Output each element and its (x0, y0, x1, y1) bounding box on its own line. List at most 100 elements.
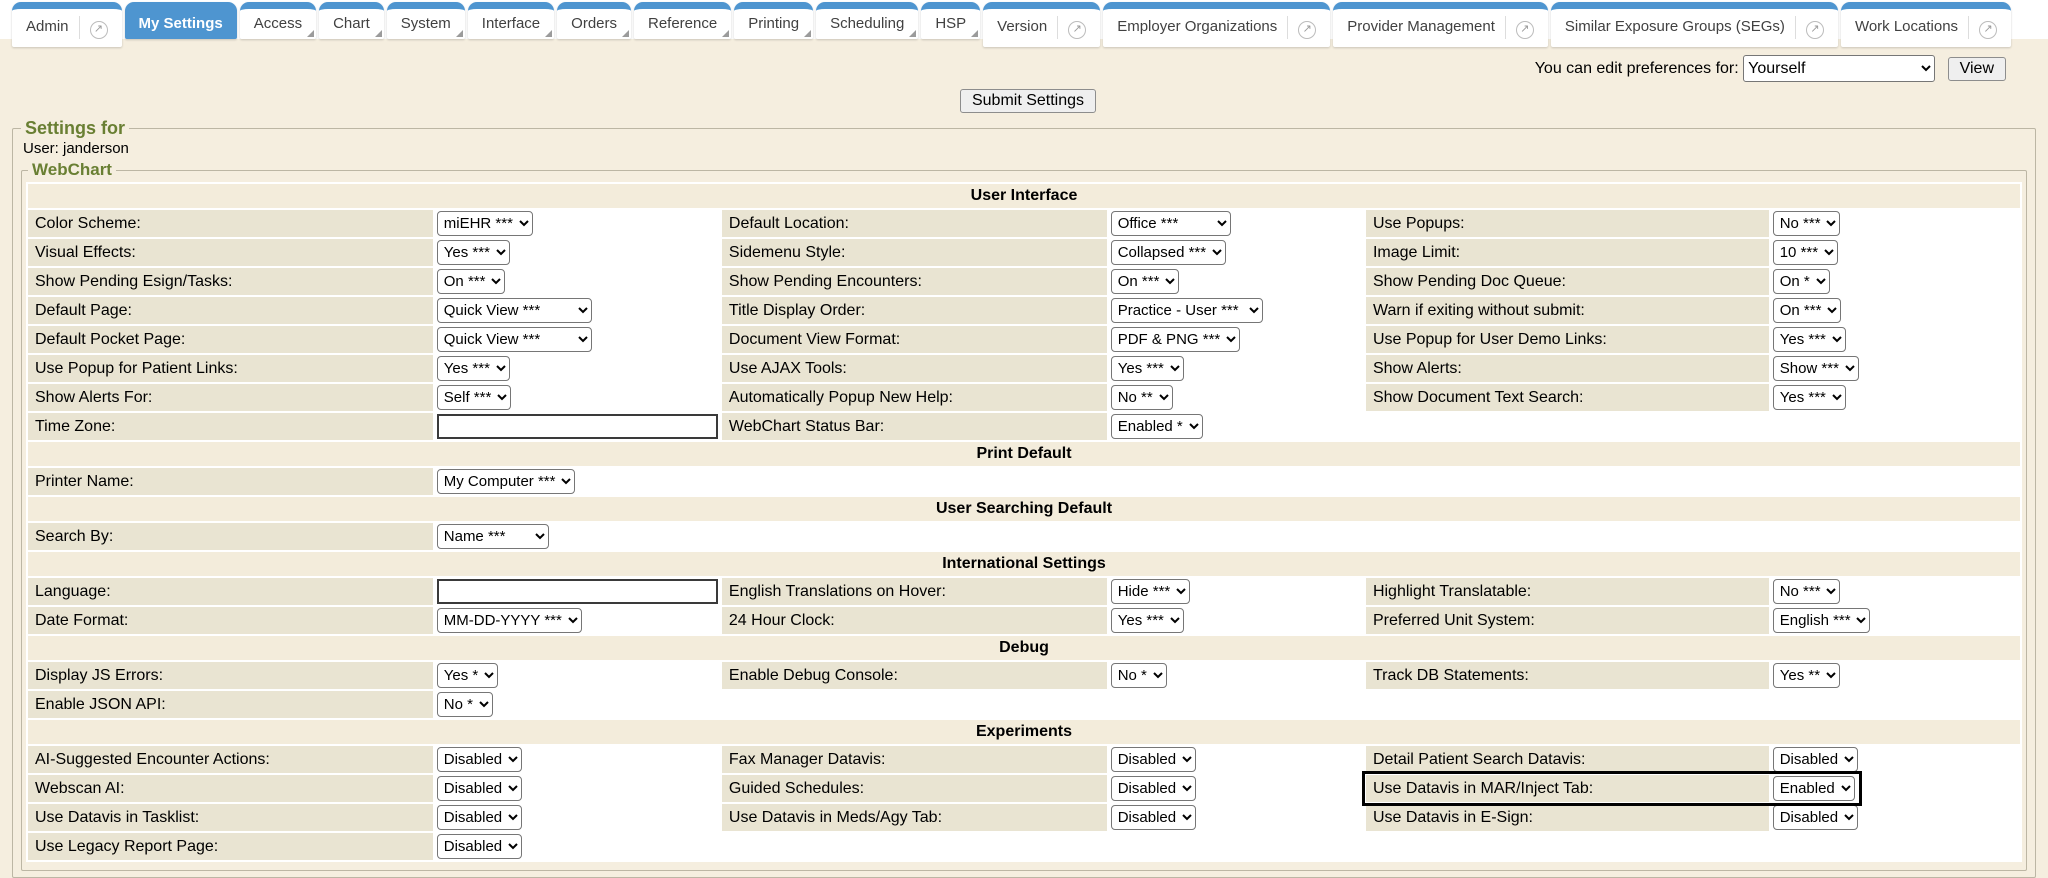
tab-orders[interactable]: Orders (557, 2, 631, 39)
setting-value-cell: miEHR *** (432, 208, 722, 239)
tab-label: Work Locations (1854, 18, 1959, 36)
external-link-icon[interactable]: ↗ (1968, 16, 1998, 39)
language-input[interactable] (436, 579, 718, 604)
external-link-icon[interactable]: ↗ (1287, 16, 1317, 39)
tab-label: System (400, 15, 451, 32)
setting-value-cell: 10 *** (1768, 237, 2023, 268)
tab-employer-organizations[interactable]: Employer Organizations ↗ (1103, 2, 1331, 47)
display-js-errors-select[interactable]: Yes * (436, 663, 498, 688)
tab-provider-management[interactable]: Provider Management ↗ (1333, 2, 1548, 47)
ai-suggested-encounter-actions-select[interactable]: Disabled (436, 747, 522, 772)
section-header-row: Experiments (26, 718, 2022, 746)
setting-label-track-db-statements: Track DB Statements: (1363, 660, 1771, 691)
settings-row: Language: English Translations on Hover: H… (26, 576, 2023, 607)
setting-value-cell: Practice - User *** (1106, 295, 1366, 326)
use-datavis-in-mar-inject-tab-select[interactable]: Enabled (1772, 776, 1855, 801)
tab-reference[interactable]: Reference (634, 2, 732, 39)
track-db-statements-select[interactable]: Yes ** (1772, 663, 1840, 688)
dropdown-fold-icon (909, 30, 917, 37)
time-zone-input[interactable] (436, 414, 718, 439)
use-ajax-tools-select[interactable]: Yes *** (1110, 356, 1184, 381)
tab-hsp[interactable]: HSP (921, 2, 981, 39)
tab-version[interactable]: Version ↗ (983, 2, 1101, 47)
image-limit-select[interactable]: 10 *** (1772, 240, 1838, 265)
setting-value-cell: Show *** (1768, 353, 2023, 384)
show-alerts-for-select[interactable]: Self *** (436, 385, 511, 410)
guided-schedules-select[interactable]: Disabled (1110, 776, 1196, 801)
external-link-icon[interactable]: ↗ (78, 16, 108, 39)
detail-patient-search-datavis-select[interactable]: Disabled (1772, 747, 1858, 772)
use-popup-for-user-demo-links-select[interactable]: Yes *** (1772, 327, 1846, 352)
setting-value-cell: Disabled (432, 773, 722, 804)
warn-if-exiting-without-submit-select[interactable]: On *** (1772, 298, 1841, 323)
dropdown-fold-icon (622, 30, 629, 37)
webchart-status-bar-select[interactable]: Enabled * (1110, 414, 1203, 439)
submit-settings-button[interactable]: Submit Settings (959, 89, 1097, 113)
setting-label-guided-schedules: Guided Schedules: (719, 773, 1109, 804)
section-title: Print Default (26, 440, 2022, 468)
settings-row: Printer Name: My Computer *** (26, 466, 2023, 497)
webscan-ai-select[interactable]: Disabled (436, 776, 522, 801)
show-pending-esign-tasks-select[interactable]: On *** (436, 269, 505, 294)
tab-label: Access (253, 15, 303, 32)
setting-label-default-page: Default Page: (26, 295, 435, 326)
document-view-format-select[interactable]: PDF & PNG *** (1110, 327, 1240, 352)
fax-manager-datavis-select[interactable]: Disabled (1110, 747, 1196, 772)
use-datavis-in-e-sign-select[interactable]: Disabled (1772, 805, 1858, 830)
external-link-icon[interactable]: ↗ (1794, 16, 1824, 39)
tab-admin[interactable]: Admin ↗ (12, 2, 122, 47)
setting-label-preferred-unit-system: Preferred Unit System: (1363, 605, 1771, 636)
settings-row: Color Scheme: miEHR *** Default Location: O… (26, 208, 2023, 239)
color-scheme-select[interactable]: miEHR *** (436, 211, 533, 236)
english-translations-on-hover-select[interactable]: Hide *** (1110, 579, 1190, 604)
default-page-select[interactable]: Quick View *** (436, 298, 592, 323)
date-format-select[interactable]: MM-DD-YYYY *** (436, 608, 582, 633)
external-link-icon[interactable]: ↗ (1057, 16, 1087, 39)
dropdown-fold-icon (455, 30, 463, 37)
section-header-row: Debug (26, 634, 2022, 662)
setting-value-cell: Yes *** (1768, 382, 2023, 413)
tab-printing[interactable]: Printing (734, 2, 814, 39)
settings-table: User Interface Color Scheme: miEHR *** Defa… (26, 182, 2023, 862)
use-datavis-in-tasklist-select[interactable]: Disabled (436, 805, 522, 830)
tab-interface[interactable]: Interface (467, 2, 555, 39)
highlight-translatable-select[interactable]: No *** (1772, 579, 1840, 604)
printer-name-select[interactable]: My Computer *** (436, 469, 575, 494)
show-document-text-search-select[interactable]: Yes *** (1772, 385, 1846, 410)
setting-label-show-pending-doc-queue: Show Pending Doc Queue: (1363, 266, 1771, 297)
tab-scheduling[interactable]: Scheduling (816, 2, 919, 39)
automatically-popup-new-help-select[interactable]: No ** (1110, 385, 1173, 410)
default-pocket-page-select[interactable]: Quick View *** (436, 327, 592, 352)
tab-label: Provider Management (1347, 18, 1495, 36)
title-display-order-select[interactable]: Practice - User *** (1110, 298, 1263, 323)
use-popups-select[interactable]: No *** (1772, 211, 1840, 236)
enable-debug-console-select[interactable]: No * (1110, 663, 1167, 688)
tab-access[interactable]: Access (239, 2, 317, 39)
use-legacy-report-page-select[interactable]: Disabled (436, 834, 522, 859)
show-pending-doc-queue-select[interactable]: On * (1772, 269, 1830, 294)
setting-value-cell: No ** (1106, 382, 1366, 413)
enable-json-api-select[interactable]: No * (436, 692, 493, 717)
setting-label-24-hour-clock: 24 Hour Clock: (719, 605, 1109, 636)
default-location-select[interactable]: Office *** (1110, 211, 1231, 236)
section-header-row: Print Default (26, 440, 2022, 468)
preferences-user-select[interactable]: Yourself (1743, 55, 1936, 82)
tab-system[interactable]: System (386, 2, 465, 39)
tab-work-locations[interactable]: Work Locations ↗ (1840, 2, 2012, 47)
use-popup-for-patient-links-select[interactable]: Yes *** (436, 356, 510, 381)
show-pending-encounters-select[interactable]: On *** (1110, 269, 1179, 294)
24-hour-clock-select[interactable]: Yes *** (1110, 608, 1184, 633)
show-alerts-select[interactable]: Show *** (1772, 356, 1859, 381)
user-line: User: janderson (23, 140, 129, 157)
view-button[interactable]: View (1947, 57, 2006, 81)
external-link-icon[interactable]: ↗ (1504, 16, 1534, 39)
setting-value-cell: Disabled (1768, 744, 2023, 775)
preferred-unit-system-select[interactable]: English *** (1772, 608, 1870, 633)
sidemenu-style-select[interactable]: Collapsed *** (1110, 240, 1226, 265)
visual-effects-select[interactable]: Yes *** (436, 240, 510, 265)
search-by-select[interactable]: Name *** (436, 524, 549, 549)
tab-my-settings[interactable]: My Settings (124, 2, 237, 39)
tab-similar-exposure-groups-segs[interactable]: Similar Exposure Groups (SEGs) ↗ (1550, 2, 1838, 47)
tab-chart[interactable]: Chart (319, 2, 384, 39)
use-datavis-in-meds-agy-tab-select[interactable]: Disabled (1110, 805, 1196, 830)
